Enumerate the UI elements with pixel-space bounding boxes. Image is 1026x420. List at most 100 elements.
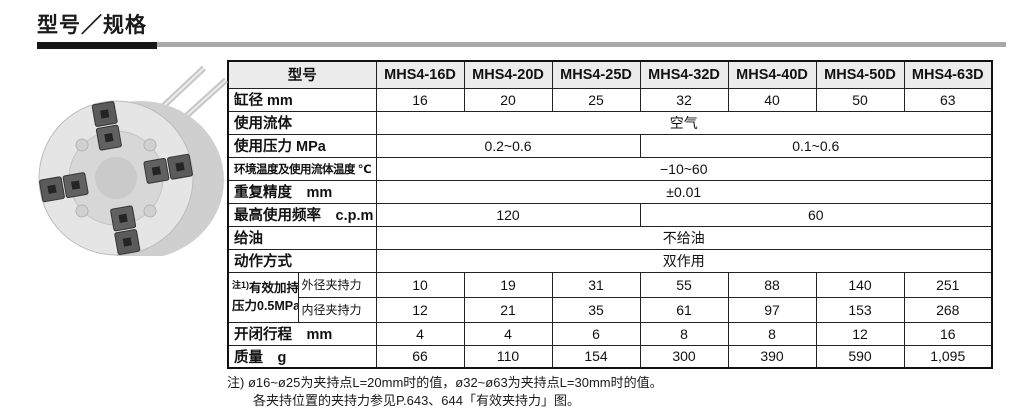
row-stroke: 开闭行程 mm 4 4 6 8 8 12 16 — [227, 321, 993, 346]
page-title: 型号／规格 — [37, 14, 147, 37]
model-header-cell: MHS4-50D — [815, 60, 905, 89]
model-header-cell: MHS4-20D — [463, 60, 553, 89]
spec-value: ±0.01 — [375, 179, 993, 204]
spec-value: 88 — [727, 271, 817, 298]
spec-value: 55 — [639, 271, 729, 298]
spec-value: 0.1~0.6 — [639, 133, 993, 158]
spec-value: 60 — [639, 202, 993, 227]
spec-value: 双作用 — [375, 248, 993, 273]
spec-value: 12 — [375, 296, 465, 323]
row-action: 动作方式 双作用 — [227, 248, 993, 273]
spec-label: 质量 g — [227, 344, 377, 369]
spec-value: 20 — [463, 87, 553, 112]
title-underline-gray — [157, 42, 1006, 47]
spec-value: 不给油 — [375, 225, 993, 250]
row-weight: 质量 g 66 110 154 300 390 590 1,095 — [227, 344, 993, 369]
spec-value: 8 — [639, 321, 729, 346]
spec-value: 10 — [375, 271, 465, 298]
note-line-2: 各夹持位置的夹持力参见P.643、644「有效夹持力」图。 — [253, 392, 580, 408]
spec-value: 35 — [551, 296, 641, 323]
spec-value: 空气 — [375, 110, 993, 135]
spec-value: 590 — [815, 344, 905, 369]
spec-label: 动作方式 — [227, 248, 377, 273]
force-label-line1: 注1)有效加持力 N — [232, 279, 298, 295]
spec-value: 6 — [551, 321, 641, 346]
spec-value: 4 — [375, 321, 465, 346]
spec-value: 140 — [815, 271, 905, 298]
spec-label: 给油 — [227, 225, 377, 250]
footnote-ref: 注1) — [232, 279, 250, 290]
title-block: 型号／规格 — [0, 0, 1026, 49]
row-temperature: 环境温度及使用流体温度 ℃ −10~60 — [227, 156, 993, 181]
spec-value: 66 — [375, 344, 465, 369]
spec-value: 16 — [903, 321, 993, 346]
spec-label: 缸径 mm — [227, 87, 377, 112]
spec-table: 型号 MHS4-16D MHS4-20D MHS4-25D MHS4-32D M… — [227, 60, 993, 369]
spec-value: 12 — [815, 321, 905, 346]
model-header-cell: MHS4-63D — [903, 60, 993, 89]
spec-value: 21 — [463, 296, 553, 323]
spec-value: 4 — [463, 321, 553, 346]
row-pressure: 使用压力 MPa 0.2~0.6 0.1~0.6 — [227, 133, 993, 158]
spec-label: 使用压力 MPa — [227, 133, 377, 158]
product-photo — [0, 60, 229, 409]
model-header-cell: MHS4-16D — [375, 60, 465, 89]
spec-value: 110 — [463, 344, 553, 369]
gripper-finger — [143, 153, 193, 184]
spec-value: 19 — [463, 271, 553, 298]
spec-value: 25 — [551, 87, 641, 112]
row-lubrication: 给油 不给油 — [227, 225, 993, 250]
spec-value: 50 — [815, 87, 905, 112]
spec-value: 153 — [815, 296, 905, 323]
row-fluid: 使用流体 空气 — [227, 110, 993, 135]
model-header-cell: MHS4-32D — [639, 60, 729, 89]
spec-label: 重复精度 mm — [227, 179, 377, 204]
row-repeatability: 重复精度 mm ±0.01 — [227, 179, 993, 204]
spec-value: −10~60 — [375, 156, 993, 181]
gripper-finger — [91, 101, 122, 151]
gripper-fingers — [39, 101, 193, 255]
table-header-row: 型号 MHS4-16D MHS4-20D MHS4-25D MHS4-32D M… — [227, 60, 993, 89]
title-underline — [37, 42, 1006, 49]
spec-value: 268 — [903, 296, 993, 323]
spec-value: 97 — [727, 296, 817, 323]
spec-value: 31 — [551, 271, 641, 298]
spec-label-force: 注1)有效加持力 N 压力0.5MPa时 — [227, 271, 299, 323]
spec-value: 251 — [903, 271, 993, 298]
gripper-finger — [110, 205, 141, 255]
force-label-line2: 压力0.5MPa时 — [232, 299, 297, 313]
spec-table-block: 型号 MHS4-16D MHS4-20D MHS4-25D MHS4-32D M… — [227, 60, 993, 409]
spec-value: 120 — [375, 202, 641, 227]
spec-value: 154 — [551, 344, 641, 369]
spec-value: 390 — [727, 344, 817, 369]
row-frequency: 最高使用频率 c.p.m 120 60 — [227, 202, 993, 227]
row-bore: 缸径 mm 16 20 25 32 40 50 63 — [227, 87, 993, 112]
spec-value: 40 — [727, 87, 817, 112]
spec-value: 8 — [727, 321, 817, 346]
spec-value: 0.2~0.6 — [375, 133, 641, 158]
title-underline-black — [37, 42, 157, 49]
spec-label: 开闭行程 mm — [227, 321, 377, 346]
spec-label: 使用流体 — [227, 110, 377, 135]
row-force-inner: 内径夹持力 12 21 35 61 97 153 268 — [228, 296, 993, 323]
spec-value: 61 — [639, 296, 729, 323]
model-header-cell: MHS4-40D — [727, 60, 817, 89]
gripper-finger — [39, 172, 89, 203]
spec-value: 63 — [903, 87, 993, 112]
header-model-label: 型号 — [227, 60, 377, 89]
spec-label: 环境温度及使用流体温度 ℃ — [227, 156, 377, 181]
note-line-1: 注) ø16~ø25为夹持点L=20mm时的值，ø32~ø63为夹持点L=30m… — [227, 375, 663, 390]
table-notes: 注) ø16~ø25为夹持点L=20mm时的值，ø32~ø63为夹持点L=30m… — [227, 374, 993, 409]
spec-value: 1,095 — [903, 344, 993, 369]
spec-value: 300 — [639, 344, 729, 369]
spec-label: 最高使用频率 c.p.m — [227, 202, 377, 227]
gripper-illustration — [38, 65, 229, 256]
content-row: 型号 MHS4-16D MHS4-20D MHS4-25D MHS4-32D M… — [0, 60, 1026, 409]
model-header-cell: MHS4-25D — [551, 60, 641, 89]
spec-value: 16 — [375, 87, 465, 112]
spec-sublabel: 内径夹持力 — [297, 296, 377, 323]
row-force-outer: 注1)有效加持力 N 压力0.5MPa时 外径夹持力 10 19 31 55 8… — [227, 271, 993, 323]
spec-sublabel: 外径夹持力 — [297, 271, 377, 298]
spec-value: 32 — [639, 87, 729, 112]
